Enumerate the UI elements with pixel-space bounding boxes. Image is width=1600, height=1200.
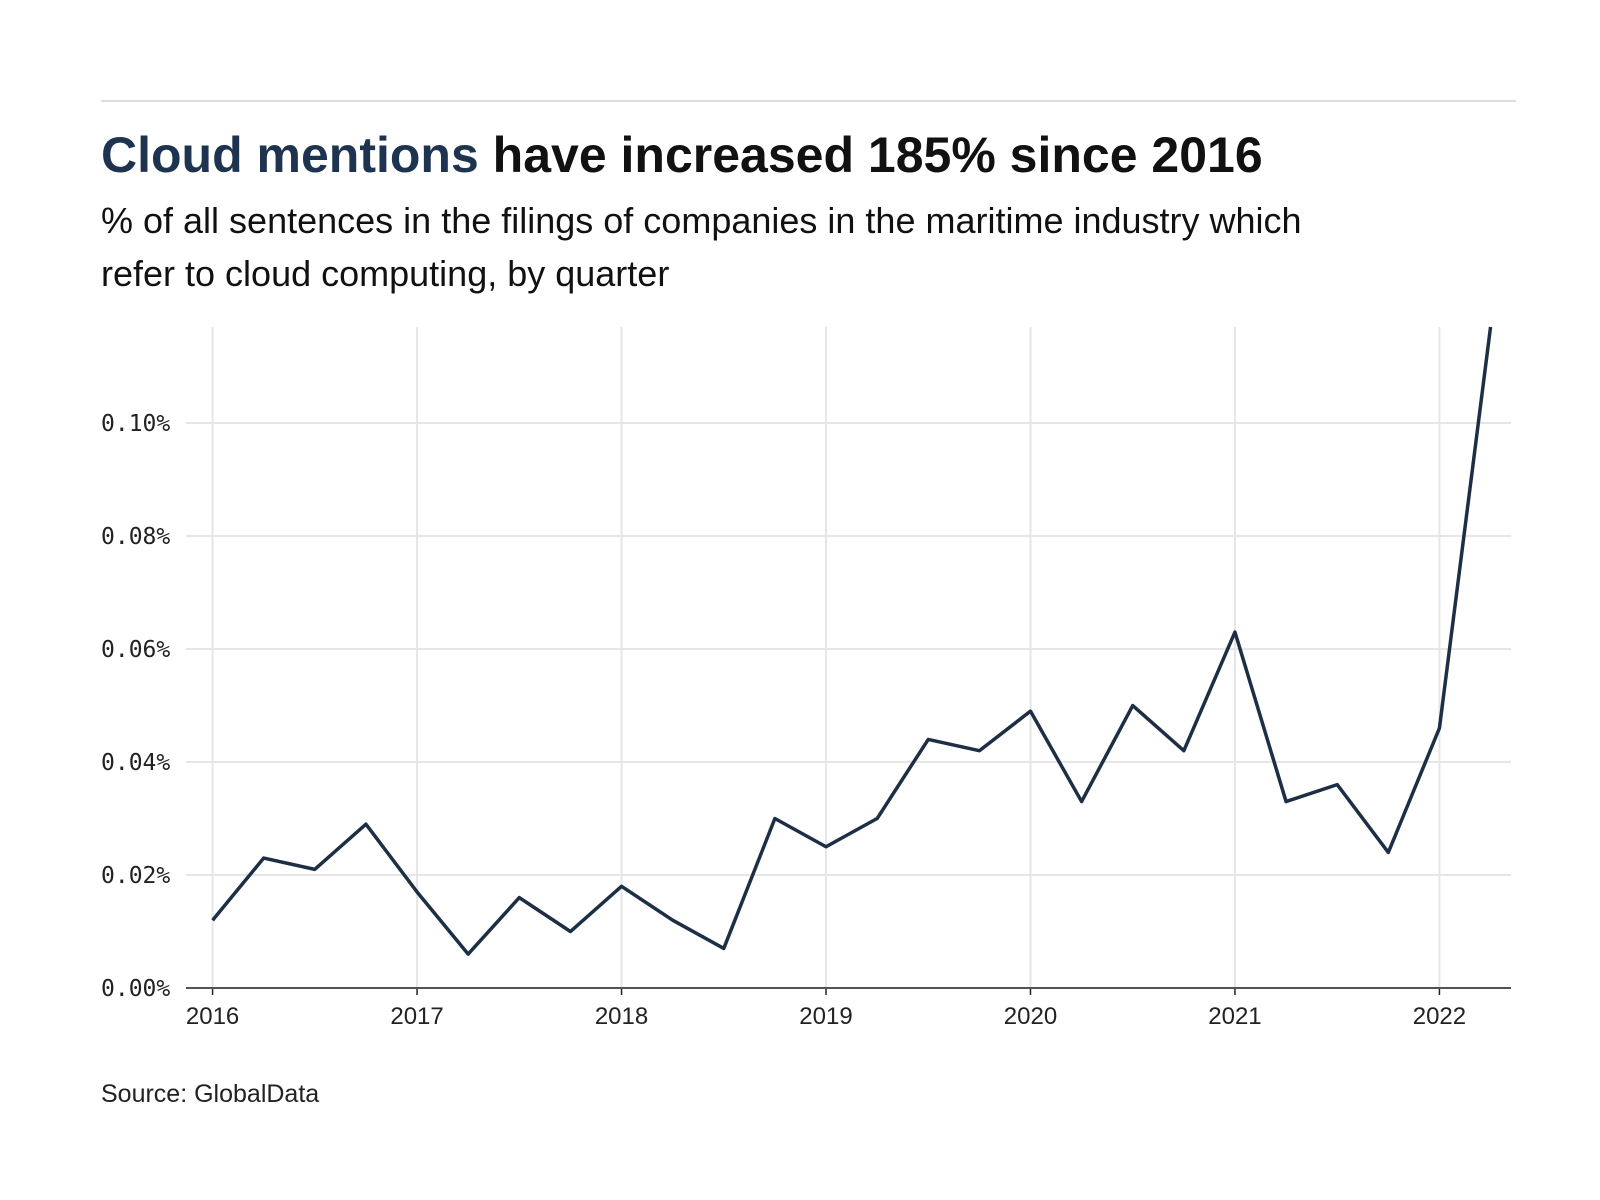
subtitle: % of all sentences in the filings of com… bbox=[101, 200, 1302, 241]
y-tick-label: 0.06% bbox=[101, 637, 170, 663]
x-tick-label: 2020 bbox=[1004, 1003, 1057, 1030]
x-tick-label: 2017 bbox=[390, 1003, 443, 1030]
x-tick-label: 2021 bbox=[1208, 1003, 1261, 1030]
title-rest: have increased 185% since 2016 bbox=[493, 127, 1263, 183]
x-tick-label: 2022 bbox=[1413, 1003, 1466, 1030]
y-tick-label: 0.10% bbox=[101, 411, 170, 437]
y-tick-label: 0.04% bbox=[101, 750, 170, 776]
subtitle: refer to cloud computing, by quarter bbox=[101, 253, 669, 294]
y-tick-label: 0.08% bbox=[101, 524, 170, 550]
x-tick-label: 2018 bbox=[595, 1003, 648, 1030]
x-tick-label: 2019 bbox=[799, 1003, 852, 1030]
y-tick-label: 0.02% bbox=[101, 863, 170, 889]
chart-title: Cloud mentions have increased 185% since… bbox=[101, 127, 1263, 183]
source: Source: GlobalData bbox=[101, 1080, 319, 1108]
x-tick-label: 2016 bbox=[186, 1003, 239, 1030]
data-line bbox=[211, 326, 1493, 956]
title-highlight: Cloud mentions bbox=[101, 127, 479, 183]
y-tick-label: 0.00% bbox=[101, 976, 170, 1002]
